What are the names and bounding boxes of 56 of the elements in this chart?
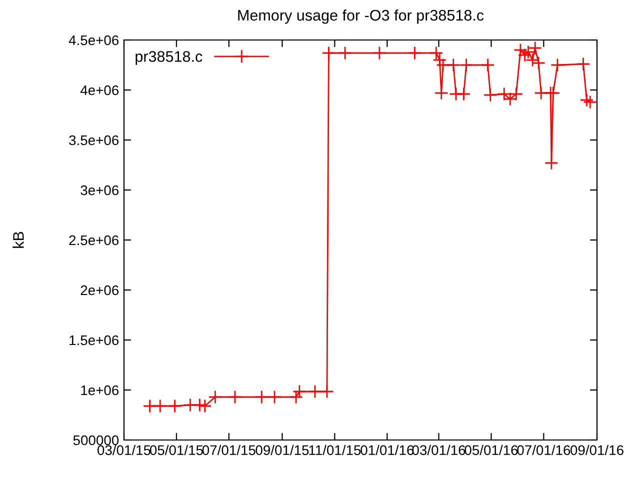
point	[544, 156, 558, 170]
x-tick-label: 01/01/16	[360, 444, 414, 456]
point	[168, 399, 182, 413]
point	[480, 58, 495, 72]
x-tick-label: 03/01/16	[412, 444, 466, 456]
point	[322, 46, 336, 60]
point	[408, 46, 422, 60]
point	[372, 46, 386, 60]
x-tick-label: 05/01/16	[464, 444, 518, 456]
x-tick-label: 07/01/16	[517, 444, 570, 456]
point	[338, 46, 352, 60]
point	[576, 57, 590, 71]
point	[518, 48, 532, 62]
point	[583, 95, 597, 109]
point	[142, 399, 157, 413]
point	[446, 58, 460, 72]
point	[550, 58, 564, 72]
point	[546, 86, 560, 100]
point	[459, 58, 474, 72]
x-tick-label: 07/01/15	[202, 444, 256, 456]
point	[153, 399, 168, 413]
point	[456, 87, 471, 101]
point	[198, 399, 212, 413]
point	[532, 56, 546, 70]
y-tick-label: 500000	[73, 435, 119, 446]
y-tick-label: 3.5e+06	[69, 135, 119, 146]
y-tick-label: 2e+06	[80, 285, 119, 296]
y-tick-label: 4e+06	[80, 85, 119, 96]
y-tick-label: 2.5e+06	[69, 235, 119, 246]
y-tick-label: 3e+06	[80, 185, 119, 196]
x-tick-label: 09/01/15	[256, 444, 309, 456]
point	[228, 390, 242, 404]
x-tick-label: 03/01/15	[98, 444, 150, 456]
point	[497, 87, 512, 101]
x-tick-label: 11/01/15	[309, 444, 361, 456]
y-tick-label: 1.5e+06	[70, 335, 119, 346]
point	[434, 86, 448, 100]
point	[432, 53, 447, 67]
x-tick-label: 05/01/15	[150, 444, 203, 456]
chart-title: Memory usage for -O3 for pr38518.c	[238, 10, 484, 24]
legend-label: pr38518.c	[136, 51, 202, 65]
point	[208, 390, 222, 404]
y-tick-label: 1e+06	[81, 385, 119, 396]
point	[429, 46, 444, 60]
y-tick-label: 4.5e+06	[68, 35, 119, 46]
point	[192, 398, 207, 412]
x-tick-label: 09/01/16	[570, 444, 624, 456]
point	[308, 384, 322, 398]
point	[268, 390, 282, 404]
y-axis-title: kB	[12, 232, 24, 248]
point	[514, 43, 528, 57]
point	[254, 390, 269, 404]
point	[320, 384, 334, 398]
point	[580, 93, 594, 107]
point	[483, 88, 498, 102]
point	[526, 53, 540, 67]
